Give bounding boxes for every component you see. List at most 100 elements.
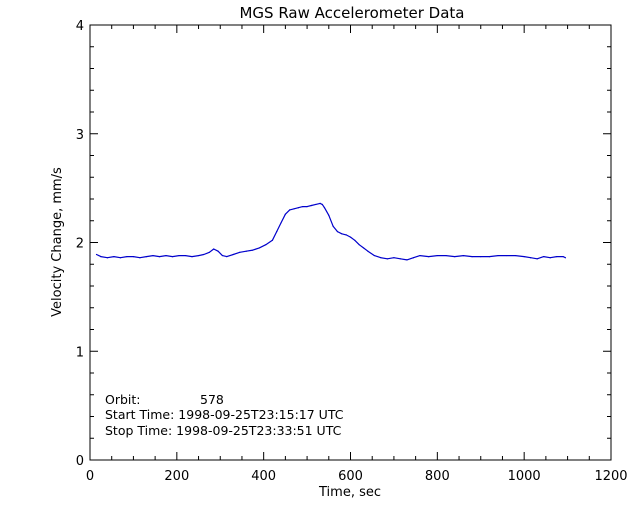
data-point bbox=[543, 256, 545, 258]
data-point bbox=[454, 256, 456, 258]
data-point bbox=[106, 257, 108, 259]
data-point bbox=[158, 256, 161, 258]
data-point bbox=[276, 231, 278, 233]
data-point bbox=[354, 239, 356, 241]
data-point bbox=[126, 256, 128, 258]
chart-title: MGS Raw Accelerometer Data bbox=[239, 4, 464, 22]
x-tick-label: 200 bbox=[164, 469, 189, 484]
data-point bbox=[362, 247, 365, 249]
data-point bbox=[419, 254, 421, 257]
data-point bbox=[293, 208, 295, 210]
data-point bbox=[549, 257, 551, 259]
data-point bbox=[152, 254, 154, 257]
x-tick-label: 1200 bbox=[594, 469, 627, 484]
data-point bbox=[221, 254, 224, 257]
data-point bbox=[530, 257, 532, 259]
data-point bbox=[302, 206, 304, 208]
data-point bbox=[184, 254, 187, 257]
data-point bbox=[393, 257, 395, 259]
data-point bbox=[191, 256, 193, 258]
data-point bbox=[480, 256, 482, 258]
data-point bbox=[412, 257, 415, 259]
data-point bbox=[562, 256, 564, 258]
series-layer bbox=[95, 202, 567, 261]
data-point bbox=[367, 250, 369, 252]
data-point bbox=[399, 258, 402, 260]
data-point bbox=[332, 225, 334, 227]
data-point bbox=[306, 206, 308, 208]
data-point bbox=[232, 253, 234, 256]
y-tick-label: 4 bbox=[76, 19, 84, 34]
data-point bbox=[284, 213, 286, 215]
data-point bbox=[139, 257, 141, 259]
x-axis-title: Time, sec bbox=[318, 485, 381, 500]
data-point bbox=[328, 214, 330, 216]
y-tick-label: 2 bbox=[76, 237, 84, 252]
data-point bbox=[208, 251, 210, 253]
data-point bbox=[321, 203, 323, 206]
data-point bbox=[556, 256, 558, 258]
data-point bbox=[462, 254, 464, 257]
data-point bbox=[252, 249, 254, 251]
data-point bbox=[536, 258, 538, 260]
data-point bbox=[239, 251, 241, 253]
data-point bbox=[380, 257, 382, 259]
data-point bbox=[271, 239, 273, 241]
data-point bbox=[100, 256, 102, 258]
data-point bbox=[345, 234, 347, 236]
data-point bbox=[297, 207, 299, 209]
data-point bbox=[323, 207, 326, 209]
orbit-annotation: Orbit: 578 Start Time: 1998-09-25T23:15:… bbox=[105, 392, 344, 438]
data-point bbox=[349, 236, 352, 238]
data-point bbox=[165, 254, 167, 257]
x-tick-label: 1000 bbox=[508, 469, 541, 484]
data-point bbox=[217, 250, 219, 252]
data-point bbox=[497, 254, 499, 257]
x-tick-label: 600 bbox=[338, 469, 363, 484]
data-point bbox=[145, 256, 148, 258]
start-time-annotation: Start Time: 1998-09-25T23:15:17 UTC bbox=[105, 407, 344, 422]
data-point bbox=[406, 259, 408, 261]
data-point bbox=[280, 222, 282, 224]
orbit-value: 578 bbox=[200, 392, 224, 407]
data-point bbox=[245, 250, 247, 252]
data-point bbox=[488, 256, 491, 258]
stop-time-annotation: Stop Time: 1998-09-25T23:33:51 UTC bbox=[105, 423, 342, 438]
data-point bbox=[373, 254, 375, 257]
y-tick-label: 3 bbox=[76, 128, 84, 143]
data-point bbox=[564, 257, 567, 259]
data-point bbox=[336, 231, 339, 233]
data-point bbox=[428, 256, 430, 258]
data-point bbox=[119, 257, 121, 259]
data-point bbox=[506, 254, 508, 257]
orbit-label: Orbit: bbox=[105, 392, 141, 407]
data-point bbox=[514, 254, 517, 257]
data-point bbox=[319, 202, 321, 204]
data-point bbox=[171, 256, 174, 258]
data-point bbox=[95, 253, 98, 256]
data-point bbox=[445, 254, 447, 257]
y-tick-label: 1 bbox=[76, 345, 84, 360]
data-point bbox=[341, 233, 343, 235]
data-point bbox=[265, 244, 267, 246]
data-point bbox=[197, 254, 200, 257]
data-point bbox=[436, 254, 438, 257]
data-point bbox=[113, 256, 115, 258]
series-line bbox=[96, 202, 566, 261]
x-tick-label: 0 bbox=[86, 469, 94, 484]
data-point bbox=[523, 256, 525, 258]
data-point bbox=[178, 254, 180, 257]
data-point bbox=[386, 258, 389, 260]
data-point bbox=[358, 244, 360, 246]
y-tick-label: 0 bbox=[76, 454, 84, 469]
y-axis-ticks: 0 1 2 3 4 bbox=[76, 19, 611, 469]
data-point bbox=[203, 253, 205, 256]
x-tick-label: 400 bbox=[251, 469, 276, 484]
y-axis-title: Velocity Change, mm/s bbox=[50, 167, 65, 317]
data-point bbox=[315, 203, 317, 206]
x-axis-ticks: 0 200 400 600 800 1000 1200 bbox=[86, 25, 628, 484]
data-point bbox=[132, 256, 135, 258]
data-point bbox=[289, 209, 291, 211]
